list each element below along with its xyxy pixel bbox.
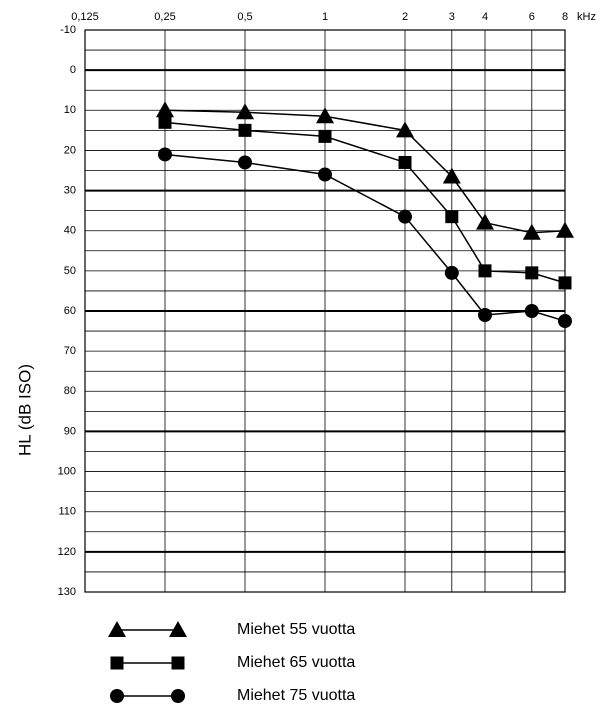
legend-marker (110, 656, 124, 670)
y-tick-label: 20 (64, 144, 76, 156)
data-point (478, 264, 492, 278)
data-point (398, 155, 412, 169)
data-point (398, 209, 412, 224)
x-tick-label: 2 (402, 11, 408, 23)
y-tick-label: 30 (64, 184, 76, 196)
legend-label: Miehet 55 vuotta (237, 621, 355, 638)
legend-label: Miehet 65 vuotta (237, 654, 355, 671)
legend-marker (108, 621, 126, 637)
data-point (238, 155, 252, 170)
legend-label: Miehet 75 vuotta (237, 687, 355, 704)
data-point (558, 276, 572, 290)
series-line (164, 121, 566, 284)
data-point (442, 167, 461, 184)
legend-marker (110, 689, 124, 703)
y-tick-label: -10 (60, 24, 76, 36)
data-point (318, 129, 332, 143)
data-point (236, 103, 254, 120)
y-tick-label: 60 (64, 305, 76, 317)
data-point (525, 266, 539, 280)
x-tick-label: 6 (529, 11, 535, 23)
data-point (444, 265, 459, 280)
y-axis-label: HL (dB ISO) (15, 364, 34, 456)
x-tick-label: 0,5 (237, 11, 252, 23)
y-tick-label: 110 (58, 506, 76, 518)
data-point (478, 308, 492, 323)
series-line (164, 109, 566, 234)
data-point (556, 221, 574, 238)
data-point (158, 147, 172, 162)
legend-marker (171, 656, 185, 670)
y-tick-label: 40 (64, 225, 76, 237)
x-unit: kHz (577, 11, 596, 23)
y-tick-label: 10 (64, 104, 76, 116)
data-point (238, 123, 252, 137)
x-tick-label: 8 (562, 11, 568, 23)
y-tick-label: 0 (70, 64, 76, 76)
plot-frame (84, 29, 566, 593)
data-point (558, 314, 572, 329)
x-tick-label: 3 (449, 11, 455, 23)
data-point (316, 107, 334, 124)
y-tick-label: 90 (64, 425, 76, 437)
data-point (445, 210, 459, 224)
legend-marker (169, 621, 187, 637)
data-point (158, 115, 172, 129)
x-tick-label: 1 (322, 11, 328, 23)
legend-marker (171, 689, 185, 703)
data-point (396, 121, 414, 138)
y-tick-label: 100 (58, 465, 76, 477)
x-tick-label: 4 (482, 11, 488, 23)
y-tick-label: 80 (64, 385, 76, 397)
y-tick-label: 120 (58, 546, 76, 558)
data-point (156, 101, 174, 118)
x-tick-label: 0,125 (71, 11, 99, 23)
data-point (522, 223, 541, 240)
series-line (164, 153, 566, 322)
x-tick-label: 0,25 (154, 11, 175, 23)
y-tick-label: 50 (64, 265, 76, 277)
data-point (318, 167, 332, 182)
y-tick-label: 70 (64, 345, 76, 357)
data-point (476, 213, 494, 230)
data-point (524, 304, 539, 318)
y-tick-label: 130 (58, 586, 76, 598)
